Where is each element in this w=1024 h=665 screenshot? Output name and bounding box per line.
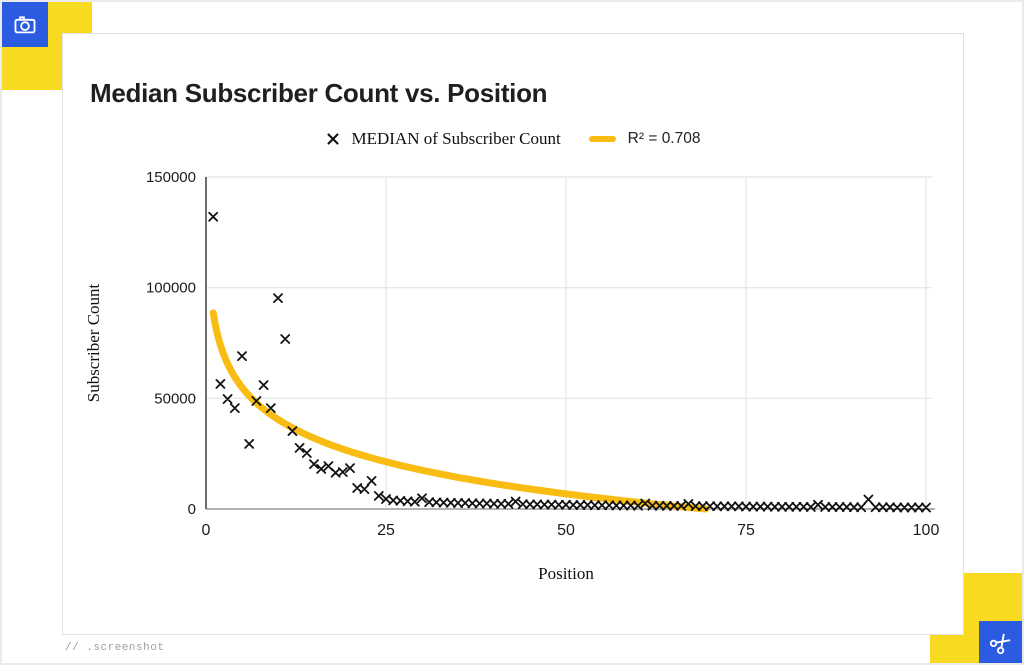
legend-label-r-squared: R² = 0.708: [627, 130, 701, 147]
x-tick-label: 25: [377, 522, 395, 539]
scissors-button[interactable]: [979, 621, 1022, 663]
y-tick-label: 100000: [146, 280, 196, 297]
y-axis-title: Subscriber Count: [84, 283, 103, 402]
chart-title: Median Subscriber Count vs. Position: [90, 78, 548, 108]
y-tick-label: 0: [188, 501, 196, 518]
scissors-icon: [989, 630, 1014, 655]
y-tick-label: 50000: [154, 390, 196, 407]
chart-card: Median Subscriber Count vs. Position MED…: [62, 33, 964, 635]
legend-label-median: MEDIAN of Subscriber Count: [351, 129, 561, 148]
x-tick-label: 50: [557, 522, 575, 539]
scatter-points: [208, 211, 931, 513]
legend-item-median: MEDIAN of Subscriber Count: [326, 129, 561, 149]
footer-caption: // .screenshot: [65, 642, 165, 654]
trendline-swatch-icon: [588, 136, 616, 142]
x-tick-label: 75: [737, 522, 755, 539]
legend-item-trend: R² = 0.708: [588, 130, 701, 148]
y-tick-label: 150000: [146, 169, 196, 186]
x-tick-label: 0: [202, 522, 211, 539]
camera-icon: [12, 12, 38, 38]
x-tick-label: 100: [913, 522, 940, 539]
chart-legend: MEDIAN of Subscriber Count R² = 0.708: [63, 127, 963, 151]
camera-button[interactable]: [2, 2, 48, 47]
trendline: [209, 309, 709, 513]
x-axis-title: Position: [538, 564, 594, 583]
chart-plot-area: 0 25 50 75 100 0 50000 100000 150000 Subscriber C…: [84, 169, 940, 583]
x-marker-icon: [326, 132, 340, 146]
